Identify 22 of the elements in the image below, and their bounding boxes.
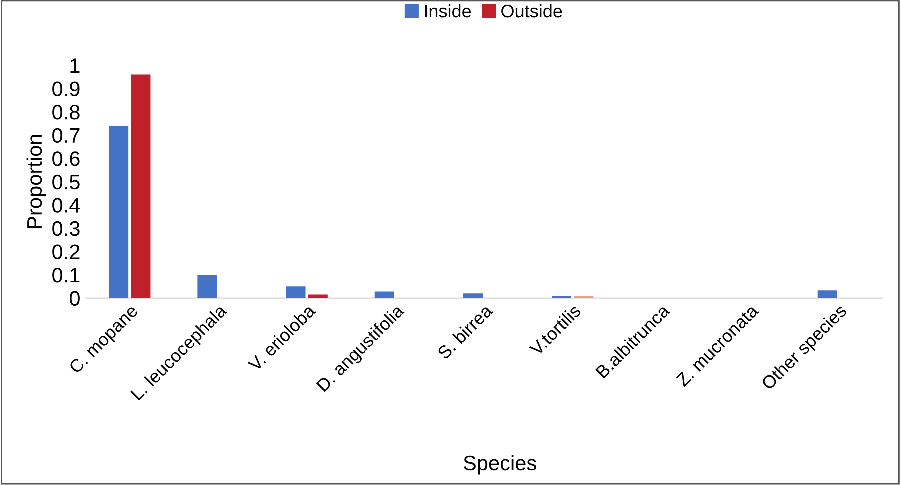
y-tick-label: 1 xyxy=(70,58,80,74)
y-tick-label: 0 xyxy=(70,291,80,306)
bar xyxy=(374,292,394,298)
y-tick-label: 0.1 xyxy=(52,268,80,283)
bar xyxy=(109,126,129,298)
y-tick-label: 0.4 xyxy=(52,198,80,213)
bar xyxy=(198,274,218,298)
y-tick-label: 0.3 xyxy=(52,221,80,236)
legend-label: Outside xyxy=(502,4,562,18)
y-tick-label: 0.2 xyxy=(52,244,80,260)
y-tick-label: 0.9 xyxy=(52,82,80,97)
y-axis-title: Proportion xyxy=(26,135,46,228)
bar xyxy=(818,290,838,298)
y-tick-label: 0.5 xyxy=(52,174,80,190)
y-tick-label: 0.8 xyxy=(52,105,80,120)
bar xyxy=(463,294,483,298)
y-tick-label: 0.6 xyxy=(52,152,80,166)
bar xyxy=(286,286,306,298)
y-tick-label: 0.7 xyxy=(52,128,80,144)
legend-label: Inside xyxy=(425,4,472,18)
x-axis-title: Species xyxy=(464,455,536,475)
bar xyxy=(131,74,151,298)
